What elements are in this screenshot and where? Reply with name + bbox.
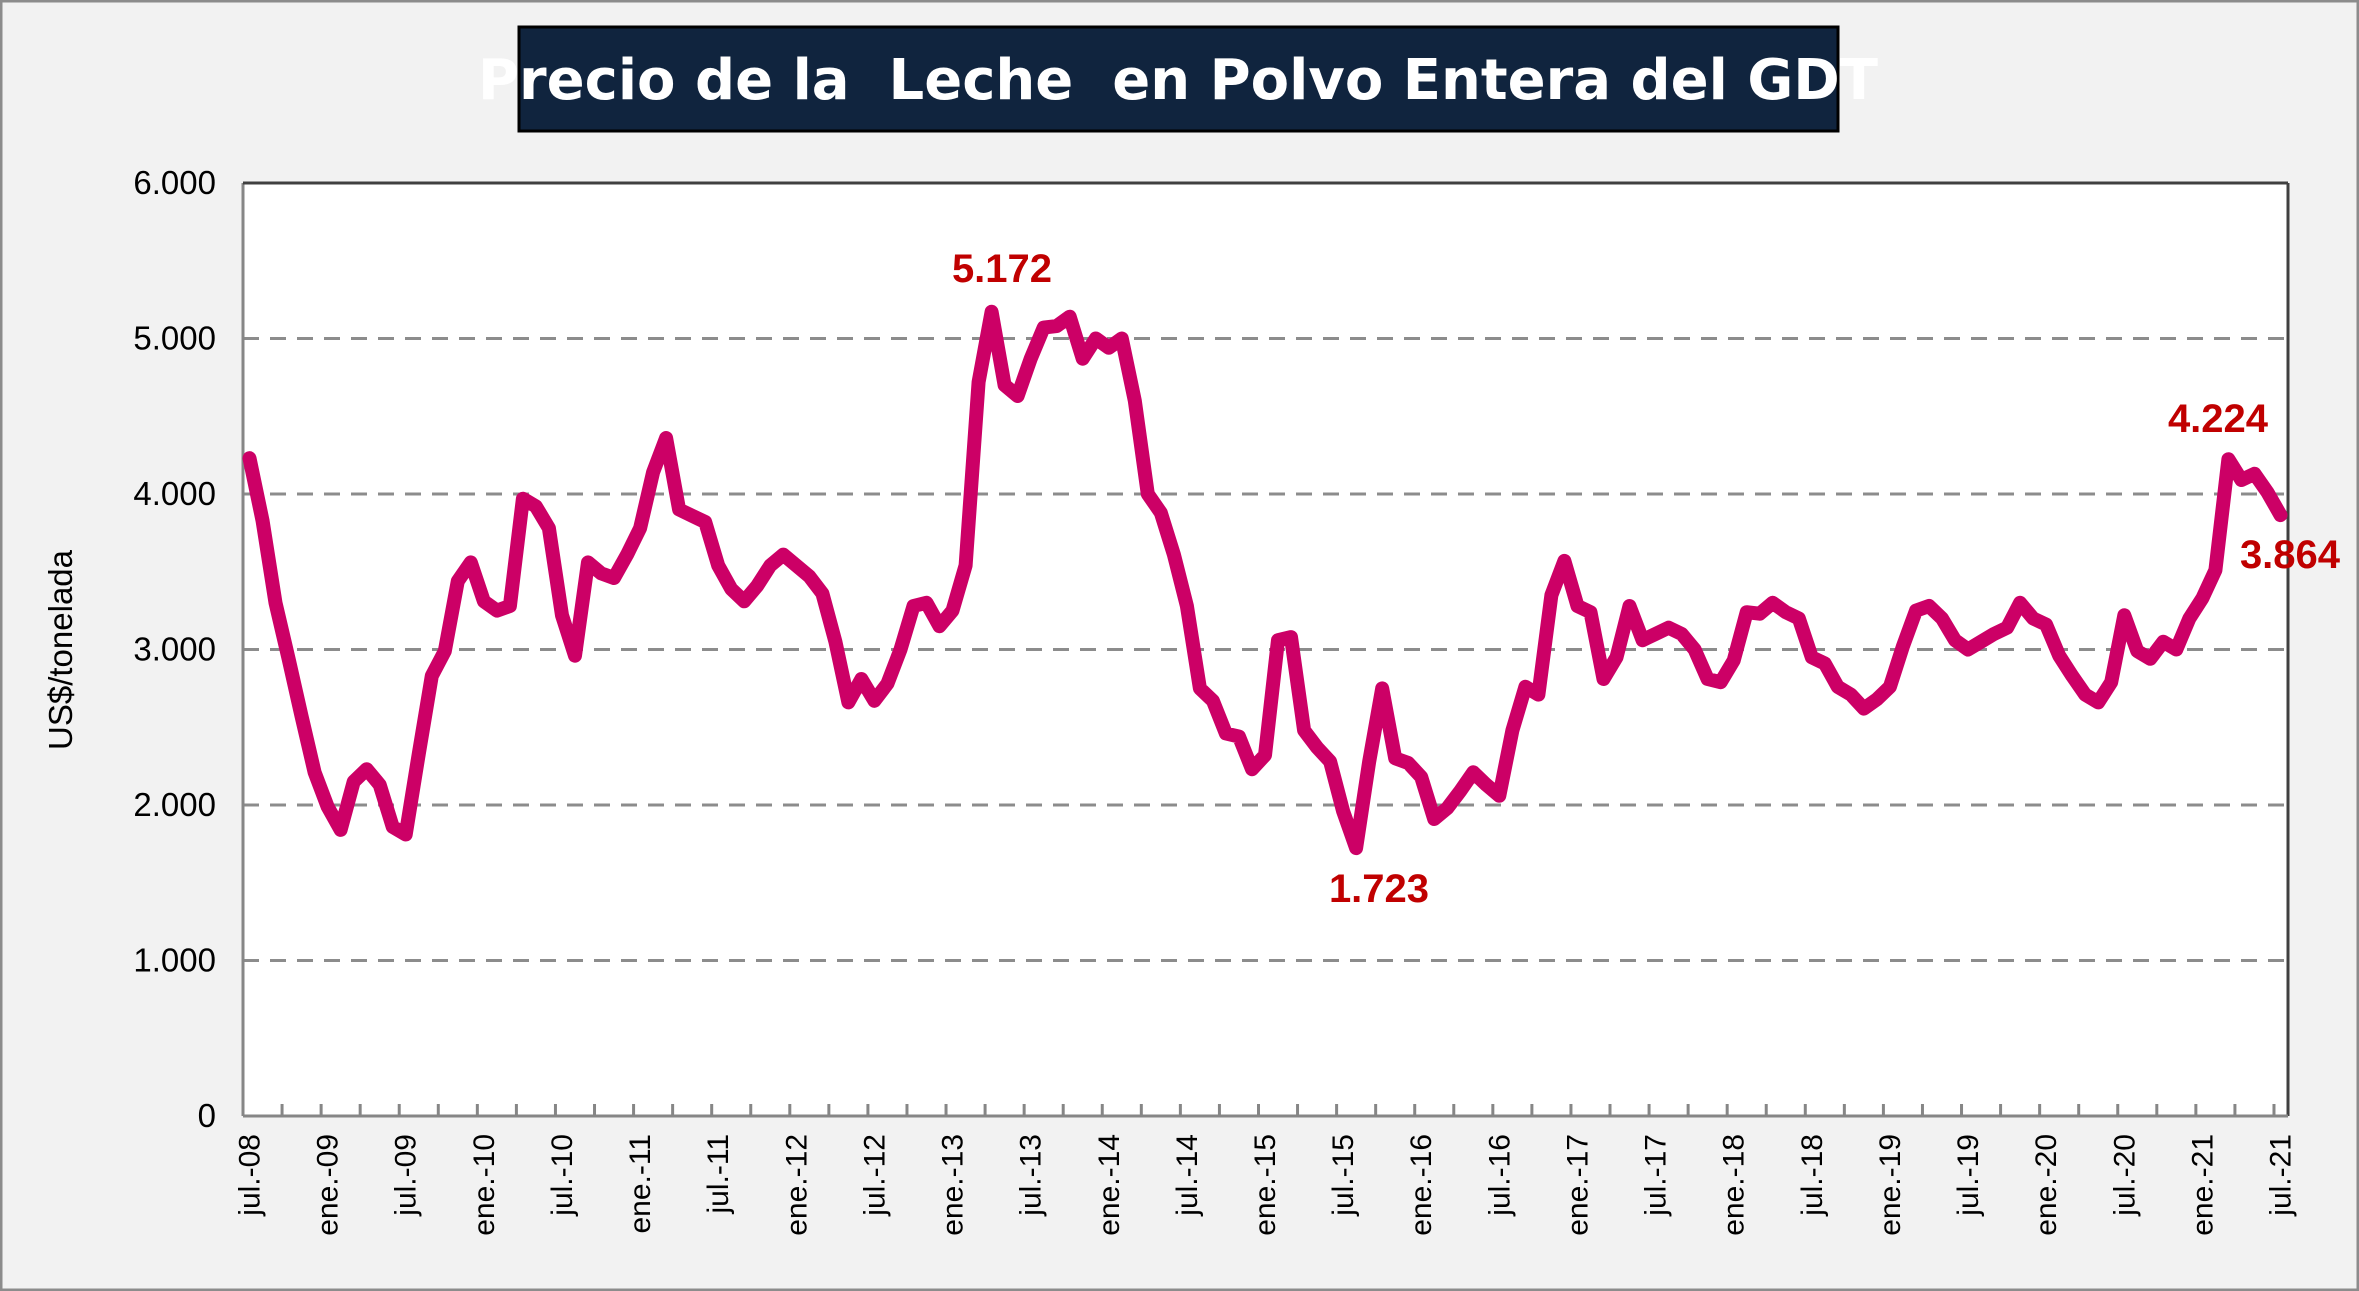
x-tick-label: ene.-11 [624,1134,657,1234]
y-tick-label: 3.000 [133,631,216,668]
x-axis-ticks: jul.-08 ene.-09 jul.-09 ene.-10 jul.-10 ene.-… [234,1104,2297,1236]
x-tick-label: jul.-20 [2108,1134,2141,1217]
series-line [242,304,2288,856]
x-tick-label: ene.-20 [2030,1134,2063,1236]
y-tick-label: 6.000 [133,164,216,201]
x-tick-label: ene.-16 [1405,1134,1438,1236]
x-tick-label: ene.-13 [937,1134,970,1236]
x-tick-label: jul.-13 [1015,1134,1048,1217]
x-tick-label: jul.-11 [702,1134,735,1214]
x-tick-label: jul.-19 [1952,1134,1985,1217]
y-tick-label: 5.000 [133,320,216,357]
chart-title: Precio de la Leche en Polvo Entera del G… [478,48,1878,113]
x-tick-label: ene.-12 [780,1134,813,1236]
gridlines [243,337,2288,962]
x-tick-label: ene.-14 [1093,1134,1126,1236]
annotation-min: 1.723 [1329,867,1429,911]
x-tick-label: jul.-08 [234,1134,267,1217]
x-tick-label: ene.-09 [312,1134,345,1236]
x-tick-label: jul.-15 [1327,1134,1360,1217]
x-tick-label: ene.-21 [2186,1134,2219,1236]
x-tick-label: jul.-12 [858,1134,891,1217]
y-tick-label: 1.000 [133,942,216,979]
x-tick-label: jul.-18 [1796,1134,1829,1217]
x-tick-label: ene.-15 [1249,1134,1282,1236]
x-tick-label: jul.-10 [546,1134,579,1217]
y-tick-label: 4.000 [133,475,216,512]
x-tick-label: jul.-17 [1640,1134,1673,1217]
x-tick-label: jul.-14 [1171,1134,1204,1217]
annotation-last: 3.864 [2240,533,2341,577]
y-tick-label: 2.000 [133,786,216,823]
title-box [517,25,1840,133]
x-tick-label: ene.-19 [1874,1134,1907,1236]
y-axis-ticks: 0 1.000 2.000 3.000 4.000 5.000 6.000 [133,164,216,1134]
x-tick-label: ene.-17 [1561,1134,1594,1236]
x-tick-label: jul.-09 [390,1134,423,1217]
y-tick-label: 0 [198,1097,216,1134]
x-tick-label: jul.-21 [2264,1134,2297,1217]
annotation-recent-peak: 4.224 [2168,397,2269,441]
y-axis-title: US$/tonelada [42,549,79,750]
x-tick-label: jul.-16 [1483,1134,1516,1217]
annotation-max: 5.172 [952,247,1052,291]
x-tick-label: ene.-10 [468,1134,501,1236]
x-tick-label: ene.-18 [1718,1134,1751,1236]
